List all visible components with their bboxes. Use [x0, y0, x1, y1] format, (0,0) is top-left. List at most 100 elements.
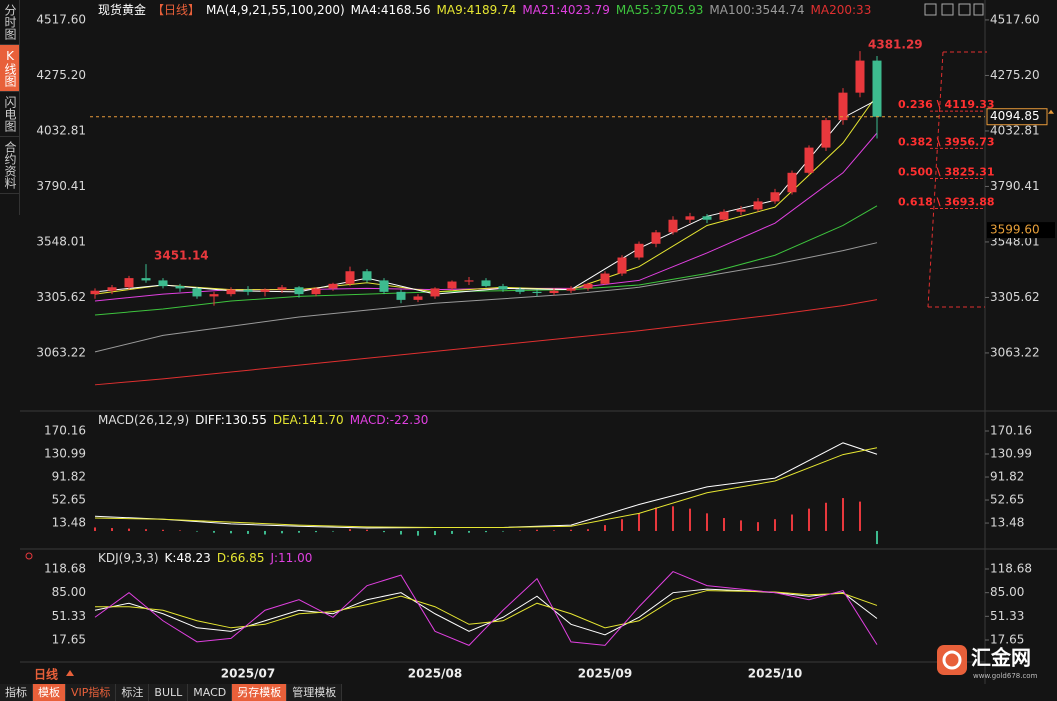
sidebar-tab[interactable]: 闪电图: [0, 92, 19, 137]
fib-label: 0.382 \ 3956.73: [898, 135, 995, 148]
legend: 现货黄金 【日线】 MA(4,9,21,55,100,200) MA4:4168.56…: [98, 2, 871, 17]
toolbar-icons[interactable]: [924, 3, 984, 16]
x-tick-label: 2025/08: [408, 667, 462, 681]
legend-entry: MA21:4023.79: [522, 3, 610, 17]
candle-body: [515, 289, 525, 292]
y-tick-label: 170.16: [44, 423, 86, 437]
candle-body: [583, 283, 593, 289]
y-tick-label: 3063.22: [36, 345, 86, 359]
y-tick-label: 4275.20: [990, 68, 1040, 82]
candle-body: [277, 287, 287, 290]
candle-body: [838, 92, 848, 121]
logo-icon: [942, 650, 962, 670]
toolbar-tab[interactable]: 另存模板: [232, 684, 288, 701]
x-tick-label: 2025/07: [221, 667, 275, 681]
y-tick-label: 3790.41: [36, 179, 86, 193]
price-marker: 3599.60: [990, 223, 1040, 237]
price-box: [986, 108, 1048, 126]
indicator-line: [94, 299, 878, 386]
period-label: 【日线】: [152, 3, 200, 17]
toolbar-tab[interactable]: 标注: [116, 684, 150, 701]
candle-body: [566, 288, 576, 291]
candle-body: [175, 286, 185, 289]
ma-params: MA(4,9,21,55,100,200): [206, 3, 345, 17]
candle-body: [549, 290, 559, 293]
candle-body: [209, 294, 219, 297]
legend-entry: MA55:3705.93: [616, 3, 704, 17]
current-price: 4094.85: [990, 109, 1040, 123]
y-tick-label: 3305.62: [990, 290, 1040, 304]
candle-body: [396, 291, 406, 300]
toolbar-tab[interactable]: 模板: [33, 684, 66, 701]
toolbar-tab[interactable]: 指标: [0, 684, 33, 701]
instrument: 现货黄金: [98, 2, 146, 17]
candle-body: [447, 281, 457, 289]
legend-entry: DEA:141.70: [273, 413, 344, 427]
candle-body: [90, 290, 100, 295]
y-tick-label: 3548.01: [36, 234, 86, 248]
candle-body: [107, 287, 117, 291]
y-tick-label: 118.68: [990, 562, 1032, 576]
candle-body: [702, 216, 712, 220]
candle-body: [668, 219, 678, 233]
fib-label: 0.618 \ 3693.88: [898, 196, 995, 209]
settings-icon[interactable]: [25, 552, 33, 560]
y-tick-label: 91.82: [990, 470, 1024, 484]
logo-url: www.gold678.com: [973, 672, 1038, 680]
y-tick-label: 13.48: [990, 516, 1024, 530]
candle-body: [379, 280, 389, 292]
candle-body: [804, 147, 814, 173]
candle-body: [770, 192, 780, 202]
candle-body: [855, 60, 865, 93]
indicator-line: [95, 590, 878, 629]
candle-body: [226, 289, 236, 295]
candle-body: [294, 287, 304, 295]
y-tick-label: 118.68: [44, 562, 86, 576]
candle-body: [719, 211, 729, 220]
candle-body: [311, 288, 321, 295]
legend-entry: J:11.00: [269, 551, 312, 565]
y-tick-label: 170.16: [990, 423, 1032, 437]
fib-label: 0.500 \ 3825.31: [898, 165, 995, 178]
sidebar-tab[interactable]: 分时图: [0, 0, 19, 45]
logo-name: 汇金网: [971, 646, 1031, 670]
candle-body: [413, 296, 423, 300]
indicator-title: MACD(26,12,9): [98, 413, 189, 427]
y-tick-label: 52.65: [990, 493, 1024, 507]
y-tick-label: 51.33: [52, 609, 86, 623]
y-tick-label: 3063.22: [990, 345, 1040, 359]
fib-label: 0.236 \ 4119.33: [898, 98, 995, 111]
candle-body: [328, 283, 338, 289]
y-tick-label: 13.48: [52, 516, 86, 530]
candle-body: [617, 257, 627, 274]
y-tick-label: 4517.60: [36, 12, 86, 26]
toolbar-tab[interactable]: 管理模板: [287, 684, 343, 701]
legend-entry: MA200:33: [811, 3, 872, 17]
y-tick-label: 130.99: [990, 447, 1032, 461]
indicator-line: [94, 132, 878, 302]
y-tick-label: 4275.20: [36, 68, 86, 82]
sidebar-tab[interactable]: K线图: [0, 45, 19, 92]
candle-body: [651, 232, 661, 244]
legend-entry: MA4:4168.56: [351, 3, 431, 17]
candle-body: [753, 201, 763, 210]
legend-entry: MA100:3544.74: [709, 3, 804, 17]
price-arrow: [1048, 109, 1054, 114]
indicator-line: [94, 205, 878, 316]
period[interactable]: 日线: [34, 667, 58, 682]
sidebar-tab[interactable]: 合约资料: [0, 137, 19, 194]
toolbar-tab[interactable]: MACD: [188, 684, 233, 701]
candle-body: [362, 271, 372, 281]
legend-entry: MA9:4189.74: [437, 3, 517, 17]
toolbar-tab[interactable]: VIP指标: [66, 684, 117, 701]
candle-body: [787, 172, 797, 193]
candle-body: [158, 280, 168, 287]
candle-body: [821, 120, 831, 148]
toolbar-tab[interactable]: BULL: [149, 684, 189, 701]
legend-entry: MACD:-22.30: [350, 413, 429, 427]
legend-entry: D:66.85: [217, 551, 265, 565]
period-arrow[interactable]: [66, 670, 74, 676]
candle-body: [464, 280, 474, 282]
